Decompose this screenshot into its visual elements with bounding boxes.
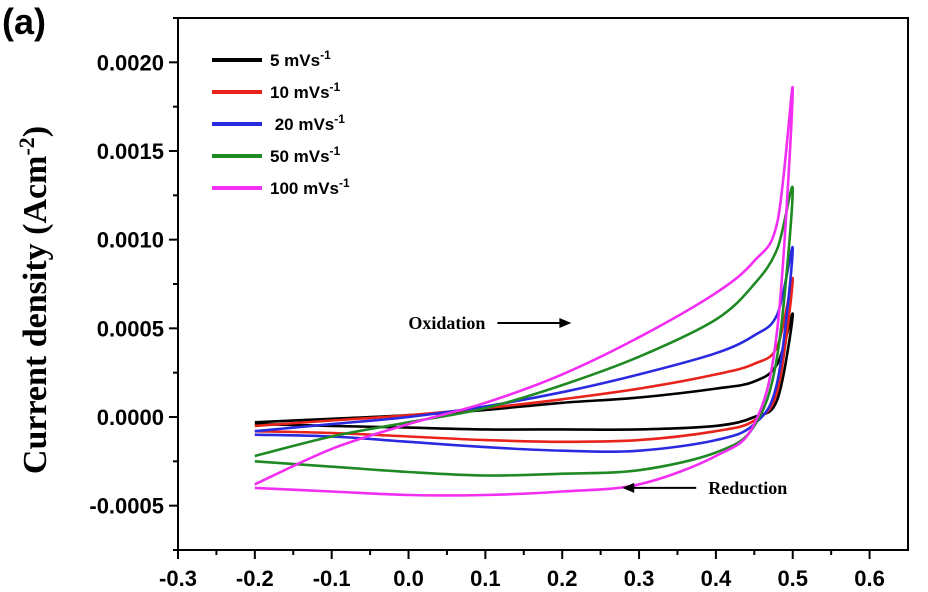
x-tick-label: 0.6 bbox=[854, 566, 885, 591]
series-line-3 bbox=[254, 245, 794, 453]
annotation-label: Reduction bbox=[708, 478, 787, 498]
legend-label: 100 mVs-1 bbox=[270, 176, 350, 198]
legend-label: 10 mVs-1 bbox=[270, 80, 341, 102]
y-axis-title-superscript: -2 bbox=[14, 137, 39, 155]
legend-label: 20 mVs-1 bbox=[270, 112, 345, 134]
y-axis-title: Current density (Acm-2) bbox=[14, 126, 55, 474]
y-tick-label: 0.0020 bbox=[97, 50, 164, 75]
y-tick-label: 0.0000 bbox=[97, 405, 164, 430]
annotation-label: Oxidation bbox=[408, 313, 485, 333]
annotations: Oxidation Reduction bbox=[408, 313, 787, 498]
legend-label: 5 mVs-1 bbox=[270, 48, 331, 70]
y-tick-label: 0.0005 bbox=[97, 316, 164, 341]
y-axis-title-close: ) bbox=[17, 126, 54, 137]
legend-label: 50 mVs-1 bbox=[270, 144, 341, 166]
series-line-4 bbox=[254, 185, 794, 477]
legend: 5 mVs-1 10 mVs-1 20 mVs-1 50 mVs-1 100 mVs-… bbox=[212, 48, 350, 198]
x-tick-label: 0.3 bbox=[624, 566, 655, 591]
series-line-1 bbox=[254, 312, 794, 431]
x-tick-label: 0.0 bbox=[393, 566, 424, 591]
y-tick-label: 0.0010 bbox=[97, 228, 164, 253]
y-axis-title-main: Current density (Acm bbox=[17, 156, 54, 475]
series-line-5 bbox=[254, 85, 794, 497]
series-layer bbox=[254, 85, 794, 497]
x-tick-label: 0.5 bbox=[777, 566, 808, 591]
series-line-2 bbox=[254, 277, 794, 444]
x-tick-label: 0.1 bbox=[470, 566, 501, 591]
y-axis-title-group: Current density (Acm-2) bbox=[14, 126, 55, 474]
panel-label: (a) bbox=[2, 1, 46, 42]
x-tick-label: -0.3 bbox=[159, 566, 197, 591]
x-tick-label: -0.2 bbox=[236, 566, 274, 591]
x-tick-label: -0.1 bbox=[313, 566, 351, 591]
x-tick-label: 0.4 bbox=[701, 566, 732, 591]
annotation-arrowhead bbox=[559, 318, 572, 329]
y-tick-label: -0.0005 bbox=[89, 494, 164, 519]
annotation-arrowhead bbox=[622, 482, 635, 493]
y-tick-label: 0.0015 bbox=[97, 139, 164, 164]
x-tick-label: 0.2 bbox=[547, 566, 578, 591]
ticks-layer: -0.3 -0.2 -0.1 0.0 0.1 0.2 0.3 0.4 0.5 0.6 -0.0005… bbox=[89, 17, 885, 591]
